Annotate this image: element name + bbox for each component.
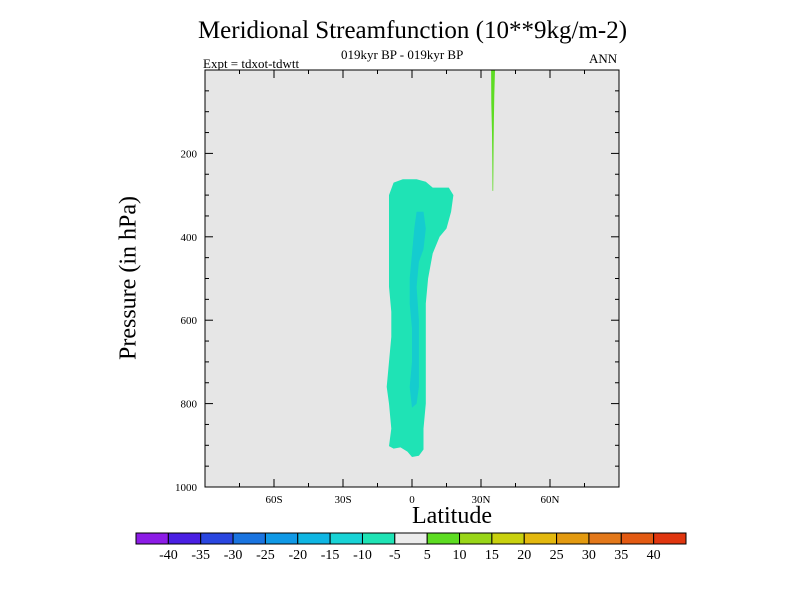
colorbar-label: -25 xyxy=(256,548,275,563)
colorbar-swatch xyxy=(264,532,299,545)
y-tick-label: 200 xyxy=(181,148,198,160)
colorbar-label: 25 xyxy=(550,548,564,563)
colorbar-label: -20 xyxy=(288,548,307,563)
colorbar-swatch xyxy=(459,532,493,545)
experiment-label: Expt = tdxot-tdwtt xyxy=(203,56,300,71)
colorbar-swatch xyxy=(426,532,461,545)
colorbar-label: -15 xyxy=(321,548,340,563)
colorbar-swatch xyxy=(329,532,363,545)
season-label: ANN xyxy=(589,51,618,66)
y-tick-label: 800 xyxy=(181,399,198,411)
colorbar-label: 10 xyxy=(453,548,467,563)
x-axis-label: Latitude xyxy=(412,503,492,529)
chart-title: Meridional Streamfunction (10**9kg/m-2) xyxy=(197,17,628,44)
axis-ticks: 200 400 600 800 1000 60S 30S 0 30N 60N xyxy=(175,70,619,506)
x-tick-label: 60S xyxy=(265,494,282,506)
colorbar-swatch xyxy=(297,532,331,545)
x-tick-label: 0 xyxy=(409,494,415,506)
x-tick-label: 30S xyxy=(334,494,351,506)
colorbar: -40 -35 -30 -25 -20 -15 -10 -5 5 10 15 20 25 30 35 40 xyxy=(135,532,687,563)
colorbar-swatch xyxy=(653,532,687,545)
colorbar-label: -5 xyxy=(389,548,401,563)
colorbar-label: 35 xyxy=(614,548,628,563)
colorbar-label: -35 xyxy=(191,548,210,563)
colorbar-swatch xyxy=(135,532,169,545)
colorbar-label: 30 xyxy=(582,548,596,563)
equatorial-negative-cell xyxy=(386,179,454,458)
colorbar-label: 5 xyxy=(424,548,431,563)
colorbar-label: 15 xyxy=(485,548,499,563)
y-tick-label: 400 xyxy=(181,232,198,244)
colorbar-swatch xyxy=(588,532,622,545)
midlatitude-positive-streak xyxy=(491,70,495,191)
colorbar-swatch xyxy=(620,532,655,545)
colorbar-label: 20 xyxy=(517,548,531,563)
colorbar-swatch xyxy=(394,532,428,545)
x-tick-label: 60N xyxy=(541,494,560,506)
equatorial-core xyxy=(409,211,426,408)
colorbar-swatch xyxy=(361,532,396,545)
colorbar-label: 40 xyxy=(647,548,661,563)
y-tick-label: 1000 xyxy=(175,482,198,494)
colorbar-swatch xyxy=(232,532,266,545)
x-tick-label: 30N xyxy=(472,494,491,506)
contour-regions xyxy=(386,70,495,458)
colorbar-label: -30 xyxy=(224,548,243,563)
colorbar-swatch xyxy=(167,532,202,545)
colorbar-swatch xyxy=(491,532,525,545)
chart-subtitle: 019kyr BP - 019kyr BP xyxy=(341,47,464,62)
colorbar-label: -10 xyxy=(353,548,372,563)
colorbar-swatch xyxy=(556,532,590,545)
y-tick-label: 600 xyxy=(181,315,198,327)
colorbar-swatch xyxy=(200,532,234,545)
colorbar-label: -40 xyxy=(159,548,178,563)
colorbar-swatch xyxy=(523,532,558,545)
